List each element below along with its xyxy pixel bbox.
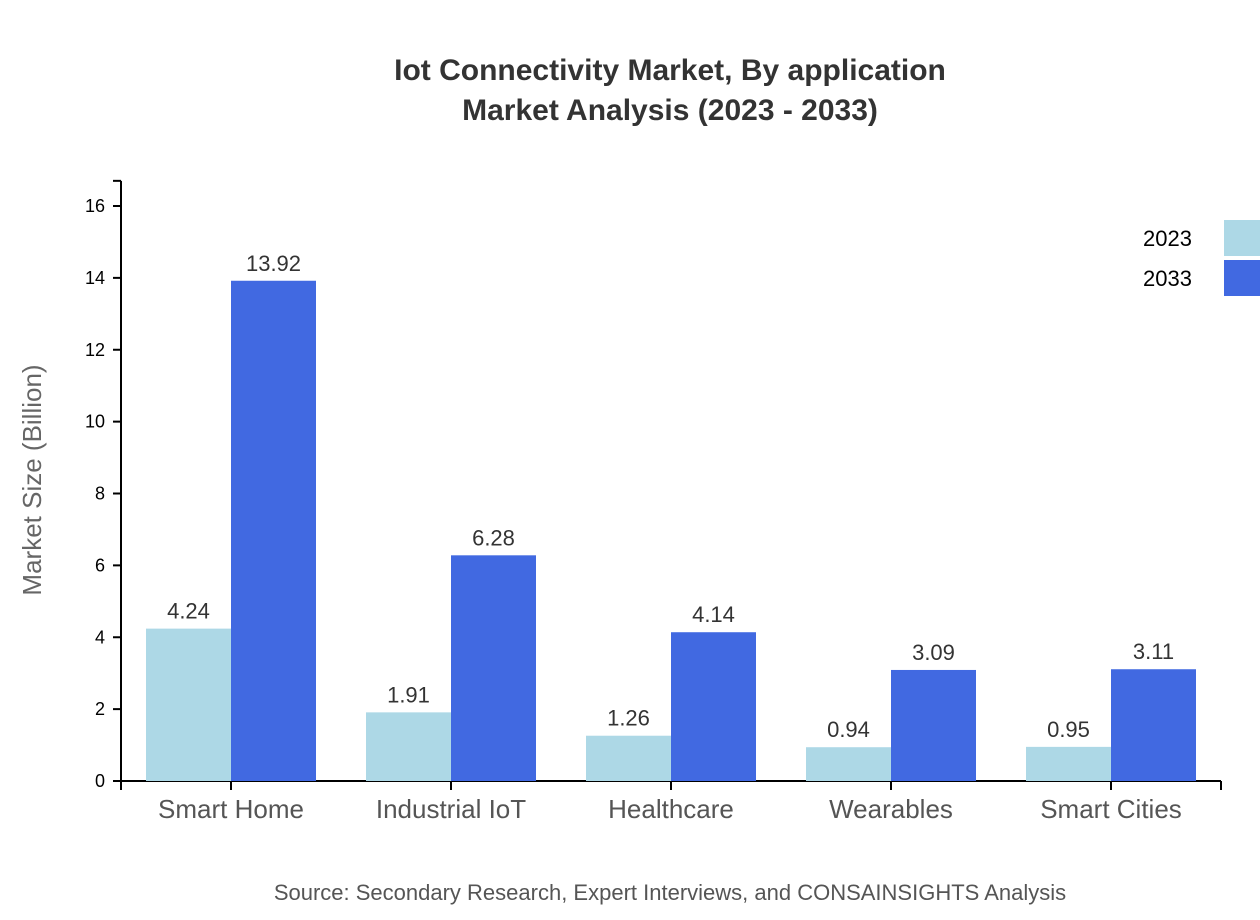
bar-2023 bbox=[146, 628, 231, 781]
data-label: 3.11 bbox=[1133, 639, 1174, 664]
legend-label: 2033 bbox=[1143, 266, 1192, 291]
y-axis-label: Market Size (Billion) bbox=[17, 364, 47, 595]
y-tick-label: 16 bbox=[85, 196, 105, 216]
x-tick-label: Wearables bbox=[829, 794, 953, 824]
y-tick-label: 0 bbox=[95, 771, 105, 791]
x-tick-label: Healthcare bbox=[608, 794, 734, 824]
data-label: 3.09 bbox=[912, 640, 955, 665]
data-label: 0.95 bbox=[1047, 717, 1090, 742]
source-note: Source: Secondary Research, Expert Inter… bbox=[274, 880, 1066, 905]
data-label: 13.92 bbox=[246, 251, 301, 276]
bar-2023 bbox=[586, 735, 671, 781]
data-label: 6.28 bbox=[472, 525, 515, 550]
data-label: 1.91 bbox=[387, 682, 430, 707]
y-tick-label: 6 bbox=[95, 555, 105, 575]
data-label: 0.94 bbox=[827, 717, 870, 742]
bar-2033 bbox=[671, 632, 756, 781]
bar-2033 bbox=[451, 555, 536, 781]
bar-2033 bbox=[231, 280, 316, 781]
legend-swatch-2023 bbox=[1224, 220, 1260, 256]
x-tick-label: Smart Cities bbox=[1040, 794, 1182, 824]
bar-2023 bbox=[1026, 746, 1111, 781]
chart-subtitle: Market Analysis (2023 - 2033) bbox=[462, 94, 878, 127]
bar-2033 bbox=[891, 669, 976, 781]
bar-2023 bbox=[806, 747, 891, 781]
data-label: 1.26 bbox=[607, 706, 650, 731]
legend-swatch-2033 bbox=[1224, 260, 1260, 296]
legend-label: 2023 bbox=[1143, 226, 1192, 251]
bar-2023 bbox=[366, 712, 451, 781]
bar-2033 bbox=[1111, 669, 1196, 781]
chart-title: Iot Connectivity Market, By application bbox=[394, 54, 946, 87]
y-tick-label: 14 bbox=[85, 268, 105, 288]
data-label: 4.14 bbox=[692, 602, 735, 627]
data-label: 4.24 bbox=[167, 599, 210, 624]
x-tick-label: Industrial IoT bbox=[376, 794, 526, 824]
y-tick-label: 10 bbox=[85, 412, 105, 432]
y-tick-label: 2 bbox=[95, 699, 105, 719]
y-tick-label: 8 bbox=[95, 484, 105, 504]
y-tick-label: 4 bbox=[95, 627, 105, 647]
x-tick-label: Smart Home bbox=[158, 794, 304, 824]
y-tick-label: 12 bbox=[85, 340, 105, 360]
